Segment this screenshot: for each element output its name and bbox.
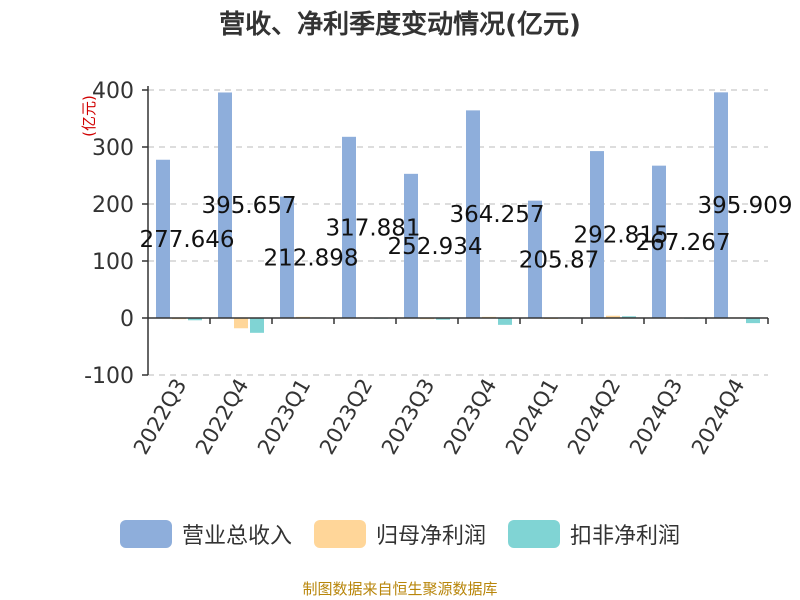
x-tick-label: 2022Q4 bbox=[191, 375, 253, 459]
data-label: 212.898 bbox=[263, 245, 358, 271]
bar-net-profit bbox=[234, 318, 248, 329]
legend-swatch bbox=[313, 520, 366, 548]
data-label: 292.815 bbox=[573, 223, 668, 249]
bar-revenue bbox=[714, 92, 728, 318]
x-tick-label: 2023Q4 bbox=[439, 375, 501, 459]
bar-deducted-net-profit bbox=[250, 318, 264, 333]
legend-label: 营业总收入 bbox=[181, 524, 292, 549]
data-label: 205.87 bbox=[519, 247, 599, 273]
x-tick-label: 2024Q4 bbox=[687, 375, 749, 459]
legend-item[interactable]: 扣非净利润 bbox=[508, 518, 680, 550]
bar-deducted-net-profit bbox=[622, 316, 636, 318]
x-tick-label: 2023Q2 bbox=[315, 375, 377, 459]
data-label: 252.934 bbox=[387, 234, 482, 260]
legend-swatch bbox=[119, 520, 172, 548]
data-label: 267.267 bbox=[635, 230, 730, 256]
y-tick-label: -100 bbox=[84, 364, 134, 389]
x-tick-label: 2023Q1 bbox=[253, 375, 315, 459]
x-tick-label: 2022Q3 bbox=[129, 375, 191, 459]
data-label: 395.909 bbox=[697, 193, 792, 219]
bar-revenue bbox=[652, 165, 666, 318]
source-note: 制图数据来自恒生聚源数据库 bbox=[302, 580, 498, 598]
y-tick-label: 0 bbox=[120, 307, 134, 332]
legend-swatch bbox=[508, 520, 560, 548]
bar-revenue bbox=[466, 110, 480, 319]
y-tick-label: 200 bbox=[92, 193, 134, 218]
bar-revenue bbox=[590, 151, 604, 318]
bar-revenue bbox=[404, 173, 418, 318]
bar-revenue bbox=[218, 92, 232, 318]
chart-title: 营收、净利季度变动情况(亿元) bbox=[219, 10, 581, 40]
bar-revenue bbox=[528, 200, 542, 318]
x-tick-label: 2024Q3 bbox=[625, 375, 687, 459]
data-label: 364.257 bbox=[449, 202, 544, 228]
y-tick-label: 100 bbox=[92, 250, 134, 275]
bars bbox=[156, 92, 760, 333]
y-tick-label: 300 bbox=[92, 136, 134, 161]
legend-label: 归母净利润 bbox=[375, 524, 486, 549]
bar-deducted-net-profit bbox=[436, 318, 450, 320]
y-axis-title: (亿元) bbox=[80, 95, 98, 137]
bar-revenue bbox=[280, 196, 294, 318]
bar-net-profit bbox=[606, 315, 620, 318]
legend: 营业总收入 归母净利润 扣非净利润 bbox=[0, 518, 800, 550]
data-label: 395.657 bbox=[201, 193, 296, 219]
bar-deducted-net-profit bbox=[746, 318, 760, 324]
x-tick-label: 2024Q1 bbox=[501, 375, 563, 459]
legend-item[interactable]: 归母净利润 bbox=[313, 518, 486, 550]
x-tick-label: 2023Q3 bbox=[377, 375, 439, 459]
bar-revenue bbox=[342, 136, 356, 318]
legend-label: 扣非净利润 bbox=[570, 524, 681, 549]
data-label: 317.881 bbox=[325, 215, 420, 241]
y-tick-label: 400 bbox=[92, 79, 134, 104]
bar-deducted-net-profit bbox=[188, 318, 202, 321]
legend-item[interactable]: 营业总收入 bbox=[119, 518, 292, 550]
x-tick-label: 2024Q2 bbox=[563, 375, 625, 459]
bar-revenue bbox=[156, 159, 170, 318]
data-label: 277.646 bbox=[139, 227, 234, 253]
bar-deducted-net-profit bbox=[498, 318, 512, 325]
